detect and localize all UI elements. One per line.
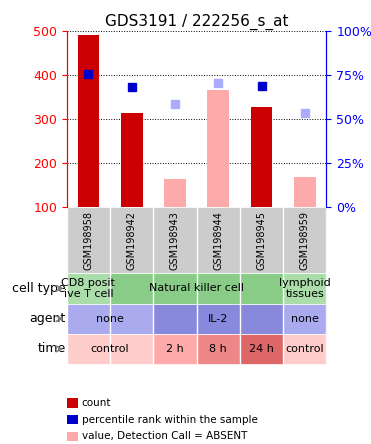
FancyBboxPatch shape <box>197 334 240 364</box>
FancyBboxPatch shape <box>153 334 197 364</box>
Text: count: count <box>82 398 111 408</box>
FancyBboxPatch shape <box>110 207 153 273</box>
Bar <box>78 36 99 207</box>
Text: value, Detection Call = ABSENT: value, Detection Call = ABSENT <box>82 432 247 441</box>
Title: GDS3191 / 222256_s_at: GDS3191 / 222256_s_at <box>105 13 288 30</box>
Bar <box>207 90 229 207</box>
Text: time: time <box>38 342 66 356</box>
FancyBboxPatch shape <box>283 334 326 364</box>
Text: percentile rank within the sample: percentile rank within the sample <box>82 415 257 424</box>
Text: 2 h: 2 h <box>166 344 184 354</box>
Text: GSM198959: GSM198959 <box>300 211 310 270</box>
Text: none: none <box>291 313 319 324</box>
Text: GSM198945: GSM198945 <box>257 211 266 270</box>
FancyBboxPatch shape <box>153 304 283 334</box>
Text: IL-2: IL-2 <box>208 313 229 324</box>
FancyBboxPatch shape <box>197 207 240 273</box>
FancyBboxPatch shape <box>240 334 283 364</box>
Text: lymphoid
tissues: lymphoid tissues <box>279 278 331 299</box>
Text: Natural killer cell: Natural killer cell <box>149 283 244 293</box>
FancyBboxPatch shape <box>153 207 197 273</box>
Text: cell type: cell type <box>12 282 66 295</box>
FancyBboxPatch shape <box>67 207 110 273</box>
FancyBboxPatch shape <box>283 207 326 273</box>
FancyBboxPatch shape <box>110 273 283 304</box>
Text: GSM198942: GSM198942 <box>127 211 137 270</box>
Text: agent: agent <box>30 312 66 325</box>
FancyBboxPatch shape <box>283 304 326 334</box>
FancyBboxPatch shape <box>67 304 153 334</box>
Bar <box>121 113 142 207</box>
Bar <box>251 107 272 207</box>
Text: control: control <box>91 344 129 354</box>
Text: GSM198943: GSM198943 <box>170 211 180 270</box>
FancyBboxPatch shape <box>67 273 110 304</box>
Text: 24 h: 24 h <box>249 344 274 354</box>
Text: none: none <box>96 313 124 324</box>
Text: control: control <box>286 344 324 354</box>
Text: GSM198944: GSM198944 <box>213 211 223 270</box>
FancyBboxPatch shape <box>240 207 283 273</box>
Bar <box>294 177 316 207</box>
Text: GSM198958: GSM198958 <box>83 211 93 270</box>
Text: 8 h: 8 h <box>209 344 227 354</box>
Text: CD8 posit
ive T cell: CD8 posit ive T cell <box>62 278 115 299</box>
FancyBboxPatch shape <box>67 334 153 364</box>
FancyBboxPatch shape <box>283 273 326 304</box>
Bar <box>164 179 186 207</box>
